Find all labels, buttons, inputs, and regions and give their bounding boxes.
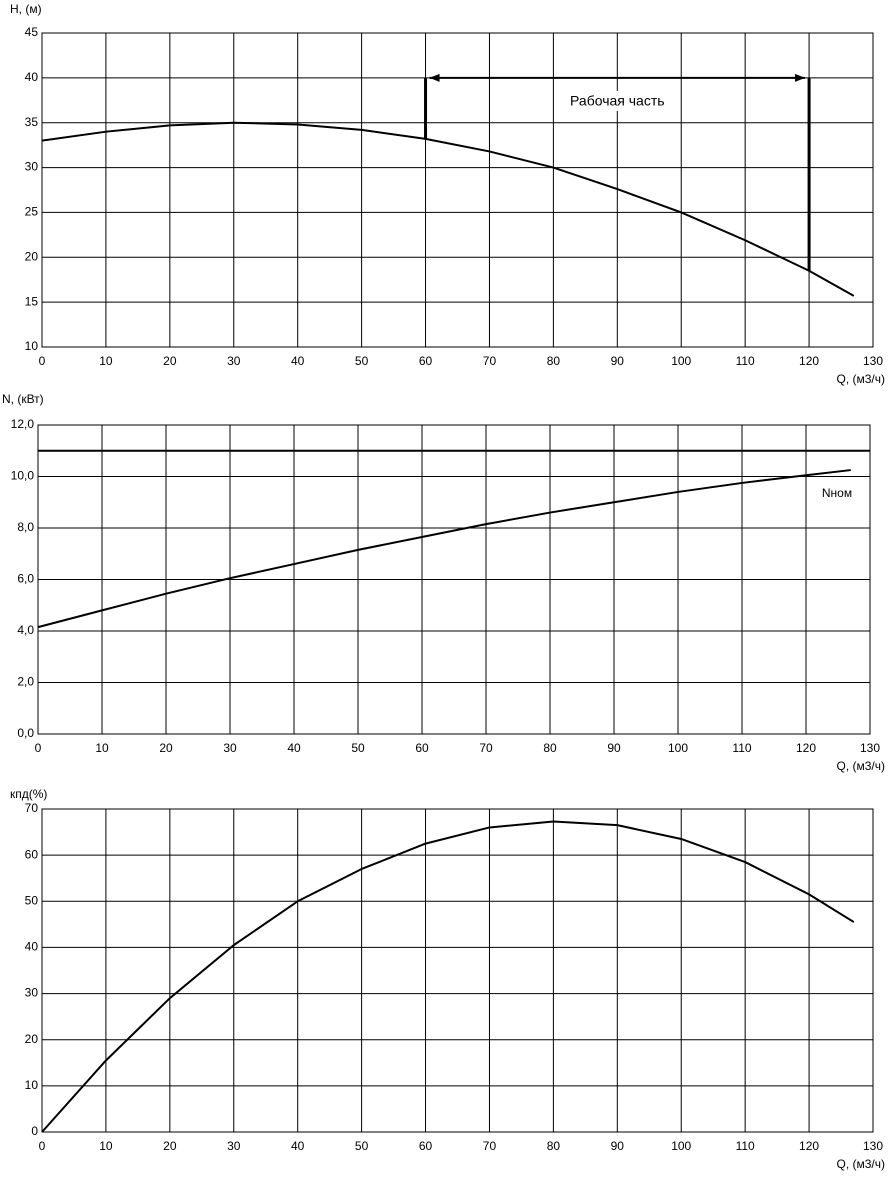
x-tick-label: 20: [163, 1139, 177, 1153]
x-tick-label: 50: [355, 354, 369, 368]
x-tick-label: 100: [671, 1139, 691, 1153]
x-tick-label: 80: [547, 1139, 561, 1153]
x-tick-label: 110: [732, 741, 751, 755]
x-tick-label: 60: [419, 354, 433, 368]
x-tick-label: 100: [668, 741, 688, 755]
y-axis-title: N, (кВт): [2, 392, 44, 406]
y-tick-label: 4,0: [17, 623, 34, 637]
y-tick-label: 35: [25, 115, 39, 129]
x-tick-label: 50: [355, 1139, 369, 1153]
y-tick-label: 40: [25, 940, 39, 954]
x-tick-label: 110: [736, 354, 755, 368]
x-tick-label: 0: [39, 1139, 46, 1153]
x-tick-label: 80: [547, 354, 561, 368]
y-tick-label: 10,0: [11, 469, 35, 483]
y-tick-label: 6,0: [17, 572, 34, 586]
x-tick-label: 30: [223, 741, 237, 755]
x-tick-label: 90: [611, 1139, 625, 1153]
x-tick-label: 0: [39, 354, 46, 368]
x-tick-label: 60: [415, 741, 429, 755]
x-tick-label: 40: [287, 741, 301, 755]
x-tick-label: 10: [99, 354, 113, 368]
x-tick-label: 60: [419, 1139, 433, 1153]
x-tick-label: 110: [736, 1139, 755, 1153]
x-tick-label: 0: [35, 741, 42, 755]
y-tick-label: 30: [25, 986, 39, 1000]
y-tick-label: 8,0: [17, 520, 34, 534]
y-tick-label: 60: [25, 847, 39, 861]
y-tick-label: 15: [25, 294, 39, 308]
x-tick-label: 90: [607, 741, 621, 755]
y-tick-label: 0: [31, 1124, 38, 1138]
data-line: [41, 121, 855, 297]
y-tick-label: 70: [25, 801, 39, 815]
data-line: [41, 820, 855, 1133]
y-tick-label: 20: [25, 249, 39, 263]
x-tick-label: 70: [479, 741, 493, 755]
x-axis-title: Q, (м3/ч): [836, 759, 885, 773]
x-axis-title: Q, (м3/ч): [836, 372, 885, 386]
x-tick-label: 30: [227, 1139, 241, 1153]
x-tick-label: 70: [483, 1139, 497, 1153]
x-tick-label: 30: [227, 354, 241, 368]
y-tick-label: 40: [25, 70, 39, 84]
x-tick-label: 90: [611, 354, 625, 368]
y-tick-label: 20: [25, 1032, 39, 1046]
x-tick-label: 40: [291, 1139, 305, 1153]
y-tick-label: 30: [25, 160, 39, 174]
plot-area: [41, 808, 874, 1133]
y-tick-label: 25: [25, 205, 39, 219]
x-tick-label: 130: [860, 741, 880, 755]
y-tick-label: 2,0: [17, 675, 34, 689]
annotation-text: Рабочая часть: [570, 93, 665, 109]
y-tick-label: 50: [25, 893, 39, 907]
x-tick-label: 40: [291, 354, 305, 368]
x-tick-label: 120: [796, 741, 816, 755]
y-axis-title: кпд(%): [10, 787, 47, 801]
x-tick-label: 120: [799, 1139, 819, 1153]
x-tick-label: 120: [799, 354, 819, 368]
plot-area: [41, 32, 874, 348]
y-axis-title: H, (м): [10, 2, 42, 16]
y-tick-label: 10: [25, 1078, 39, 1092]
data-line: [37, 469, 851, 629]
x-tick-label: 50: [351, 741, 365, 755]
x-tick-label: 70: [483, 354, 497, 368]
x-tick-label: 20: [159, 741, 173, 755]
x-tick-label: 130: [863, 354, 883, 368]
x-tick-label: 130: [863, 1139, 883, 1153]
x-tick-label: 100: [671, 354, 691, 368]
x-tick-label: 20: [163, 354, 177, 368]
y-tick-label: 0,0: [17, 726, 34, 740]
x-tick-label: 10: [99, 1139, 113, 1153]
reference-label: Nном: [822, 486, 852, 500]
y-tick-label: 12,0: [11, 417, 35, 431]
x-tick-label: 80: [543, 741, 557, 755]
x-tick-label: 10: [95, 741, 109, 755]
annotation-bg: [559, 90, 676, 111]
x-axis-title: Q, (м3/ч): [836, 1157, 885, 1171]
y-tick-label: 10: [25, 339, 39, 353]
y-tick-label: 45: [25, 25, 39, 39]
